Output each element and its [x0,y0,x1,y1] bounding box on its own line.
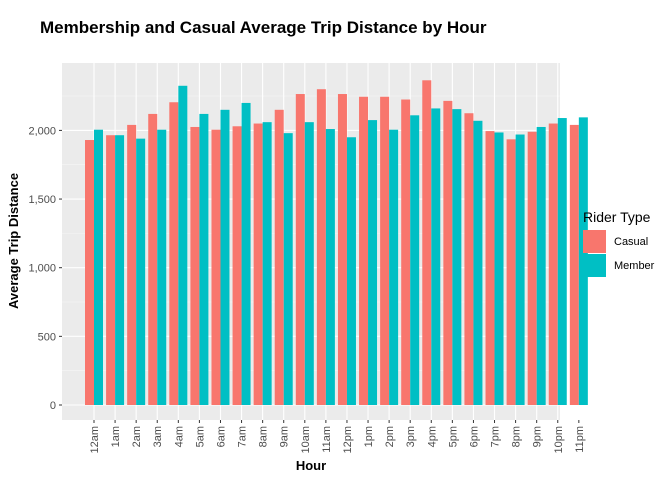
legend-swatch-casual [583,230,606,253]
bar-member-10pm [557,118,567,405]
bar-member-8pm [515,134,525,405]
bar-member-2pm [389,129,399,405]
bar-casual-4am [169,102,179,405]
bar-casual-7am [232,126,242,405]
bar-member-6am [220,109,230,405]
bar-casual-12pm [337,94,347,406]
x-tick-label: 10pm [553,426,565,454]
bar-member-5pm [452,109,462,406]
legend-swatch-member [583,254,606,277]
legend-label-member: Member [614,260,655,272]
bar-casual-11am [316,89,326,406]
bar-casual-2pm [380,96,390,405]
bar-casual-3pm [401,99,411,405]
bar-member-3am [157,129,167,405]
bar-casual-8am [253,123,263,405]
bar-member-4am [178,85,188,405]
bar-member-7pm [494,132,504,405]
bar-casual-5pm [443,100,453,405]
y-axis-title: Average Trip Distance [6,173,21,309]
x-axis-ticks: 12am 1am 2am 3am 4am 5am 6am 7am 8am 9am 10am 11am 1… [89,420,586,454]
bar-member-5am [199,113,209,406]
y-tick-label: 2,000 [28,125,56,137]
legend: Rider Type Casual Member [583,209,655,277]
x-tick-label: 6am [215,426,227,447]
x-tick-label: 8am [258,426,270,447]
bar-casual-6pm [464,113,474,406]
bar-member-3pm [410,115,420,406]
bar-casual-1pm [359,96,369,405]
bar-casual-5am [190,126,200,405]
x-tick-label: 2pm [384,426,396,447]
bar-casual-10am [295,94,305,406]
bar-member-11am [325,129,335,405]
x-tick-label: 11pm [574,426,586,453]
x-tick-label: 12am [89,426,101,454]
x-tick-label: 6pm [468,426,480,447]
legend-title: Rider Type [583,209,651,225]
bar-casual-3am [148,113,158,406]
bar-member-12pm [346,137,356,405]
bar-casual-4pm [422,80,432,405]
x-tick-label: 12pm [342,426,354,454]
bar-member-2am [136,138,146,405]
x-tick-label: 5pm [447,426,459,447]
x-tick-label: 1pm [363,426,375,447]
y-tick-label: 0 [50,400,56,412]
bar-member-6pm [473,120,483,405]
bar-casual-1am [106,135,116,405]
bar-casual-11pm [569,124,579,405]
x-tick-label: 8pm [511,426,523,447]
bars [85,80,588,406]
x-tick-label: 3am [152,426,164,447]
bar-member-10am [304,122,314,405]
bar-casual-7pm [485,131,495,405]
x-tick-label: 4am [173,426,185,447]
bar-casual-12am [85,140,94,405]
y-tick-label: 1,500 [28,194,56,206]
chart-title: Membership and Casual Average Trip Dista… [40,18,487,37]
bar-casual-6am [211,129,221,405]
bar-member-1am [115,135,125,405]
x-tick-label: 10am [300,426,312,454]
x-tick-label: 4pm [426,426,438,447]
legend-label-casual: Casual [614,236,648,248]
bar-casual-10pm [548,123,558,405]
bar-casual-9pm [527,131,537,405]
bar-member-9am [283,133,293,405]
y-tick-label: 500 [38,331,56,343]
x-tick-label: 2am [131,426,143,447]
bar-member-9pm [536,126,546,405]
y-axis-ticks: 0 500 1,000 1,500 2,000 [28,125,62,412]
x-tick-label: 7am [237,426,249,447]
bar-member-4pm [431,108,441,406]
bar-member-1pm [368,120,378,405]
x-axis-title: Hour [296,458,326,473]
x-tick-label: 9am [279,426,291,447]
x-tick-label: 3pm [405,426,417,447]
x-tick-label: 7pm [490,426,502,447]
bar-member-12am [94,129,103,405]
x-tick-label: 5am [194,426,206,447]
bar-casual-8pm [506,139,516,405]
bar-member-8am [262,122,272,405]
bar-casual-2am [127,124,137,405]
x-tick-label: 11am [321,426,333,453]
x-tick-label: 9pm [532,426,544,447]
x-tick-label: 1am [110,426,122,447]
y-tick-label: 1,000 [28,263,56,275]
bar-member-7am [241,102,251,405]
bar-casual-9am [274,109,284,405]
